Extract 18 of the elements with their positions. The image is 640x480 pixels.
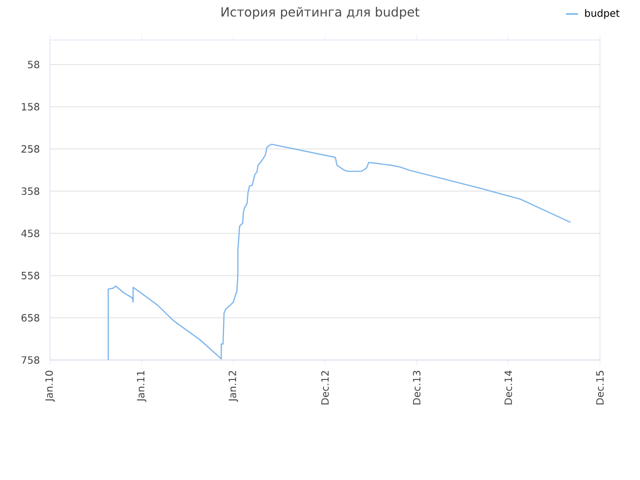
line-series bbox=[108, 144, 572, 360]
y-tick-label: 758 bbox=[22, 356, 40, 364]
y-tick-label: 58 bbox=[28, 60, 40, 68]
x-tick-label: Dec.13 bbox=[412, 370, 420, 404]
x-tick-label: Jan.10 bbox=[45, 370, 55, 402]
x-tick-label: Jan.12 bbox=[228, 371, 238, 402]
y-tick-label: 358 bbox=[22, 187, 40, 195]
chart-title: История рейтинга для budpet bbox=[222, 6, 420, 20]
x-tick-label: Jan.11 bbox=[137, 370, 146, 402]
y-tick-label: 258 bbox=[22, 145, 40, 153]
x-tick-label: Dec.15 bbox=[596, 370, 604, 404]
y-tick-label: 458 bbox=[21, 230, 40, 238]
y-tick-label: 658 bbox=[22, 314, 40, 322]
y-tick-label: 558 bbox=[22, 272, 40, 280]
x-tick-label: Dec.12 bbox=[321, 371, 329, 404]
legend-label: budpet bbox=[585, 9, 620, 19]
y-tick-label: 158 bbox=[22, 102, 40, 110]
x-tick-label: Dec.14 bbox=[504, 370, 512, 404]
